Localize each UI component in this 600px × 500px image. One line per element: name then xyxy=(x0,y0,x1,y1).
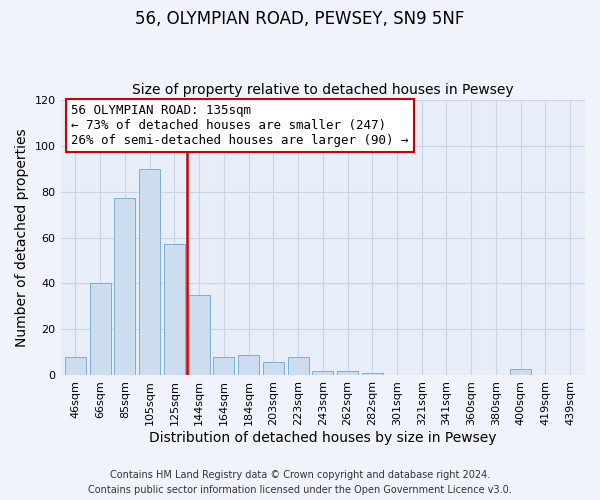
Text: 56 OLYMPIAN ROAD: 135sqm
← 73% of detached houses are smaller (247)
26% of semi-: 56 OLYMPIAN ROAD: 135sqm ← 73% of detach… xyxy=(71,104,409,146)
Y-axis label: Number of detached properties: Number of detached properties xyxy=(15,128,29,347)
Bar xyxy=(139,168,160,376)
Bar xyxy=(337,371,358,376)
Bar xyxy=(214,357,235,376)
Bar xyxy=(89,284,110,376)
Bar xyxy=(312,371,333,376)
Bar xyxy=(362,373,383,376)
X-axis label: Distribution of detached houses by size in Pewsey: Distribution of detached houses by size … xyxy=(149,431,497,445)
Title: Size of property relative to detached houses in Pewsey: Size of property relative to detached ho… xyxy=(132,83,514,97)
Bar xyxy=(115,198,136,376)
Text: Contains HM Land Registry data © Crown copyright and database right 2024.
Contai: Contains HM Land Registry data © Crown c… xyxy=(88,470,512,495)
Bar xyxy=(65,357,86,376)
Bar xyxy=(287,357,308,376)
Bar xyxy=(188,295,209,376)
Bar xyxy=(263,362,284,376)
Bar xyxy=(238,355,259,376)
Bar xyxy=(510,368,531,376)
Bar xyxy=(164,244,185,376)
Text: 56, OLYMPIAN ROAD, PEWSEY, SN9 5NF: 56, OLYMPIAN ROAD, PEWSEY, SN9 5NF xyxy=(136,10,464,28)
